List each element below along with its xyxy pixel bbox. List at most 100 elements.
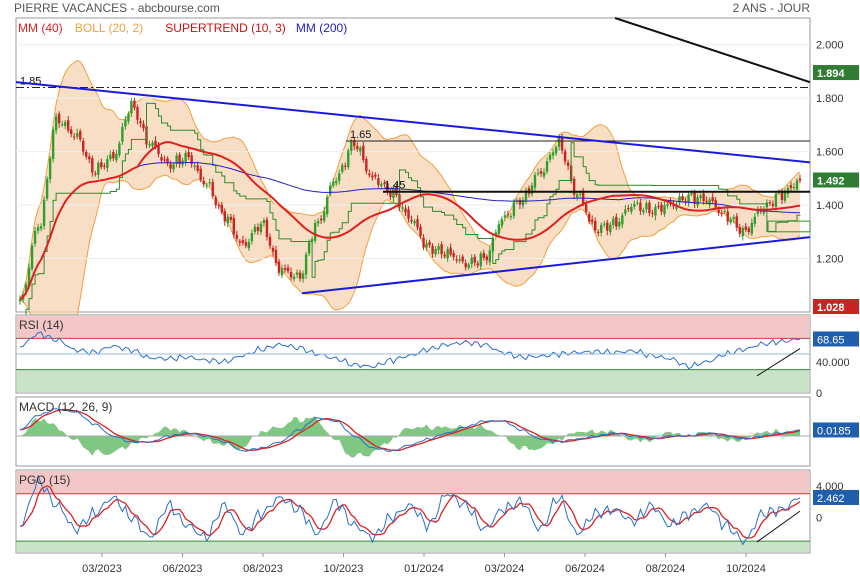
candle-body [663,205,666,215]
candle-body [139,121,142,124]
price-tick-label: 1.800 [816,93,844,105]
candle-body [509,216,513,218]
candle-body [328,185,332,195]
candle-body [244,242,248,246]
candle-body [723,211,726,213]
candle-body [404,208,407,213]
candle-body [518,199,522,205]
candle-body [783,192,787,201]
candle-body [600,224,603,233]
candle-body [292,276,296,280]
candle-body [24,284,28,292]
candle-body [365,158,368,172]
rsi-line [19,331,801,370]
candle-body [750,222,754,234]
price-tick-label: 1.600 [816,147,844,159]
macd-value-badge [813,422,859,438]
price-tick-label: 2.000 [816,40,844,52]
candle-body [618,221,621,227]
candle-body [717,209,720,213]
candle-body [666,204,669,206]
candle-body [268,236,272,246]
candle-body [612,218,615,226]
legend-entry-3: MM (200) [296,21,347,35]
legend-entry-2: SUPERTREND (10, 3) [165,21,285,35]
pgo-legend: PGO (15) [19,473,70,487]
candle-body [178,154,181,165]
candle-body [789,185,793,188]
candle-body [708,199,711,205]
candle-body [560,136,564,151]
mm200-line [19,162,800,300]
candle-body [18,299,22,302]
candle-body [693,192,696,204]
last-price-badge [813,172,859,188]
candle-body [51,129,55,160]
candle-body [124,119,127,127]
candle-body [94,173,97,175]
candle-body [705,200,708,202]
candle-body [681,196,684,201]
candle-body [79,131,82,140]
candle-body [142,123,145,129]
candle-body [609,224,612,233]
x-axis-label: 01/2024 [404,563,444,575]
candle-body [452,252,455,257]
candle-body [386,183,389,192]
candle-body [557,137,561,147]
supertrend-line [20,102,801,319]
candle-body [720,213,723,215]
candle-body [506,214,510,216]
candle-body [184,152,187,162]
pgo-line [19,474,801,546]
last-price-badge-text: 1.492 [817,176,845,188]
x-axis-label: 10/2024 [726,563,766,575]
candle-body [551,152,555,156]
x-axis-label: 06/2024 [565,563,605,575]
candle-body [488,250,492,263]
high-price-badge-text: 1.894 [817,68,845,80]
candle-body [464,263,467,268]
candle-body [578,193,582,195]
candle-body [410,219,413,222]
candle-body [696,197,699,206]
pgo-tick-label: 4.000 [816,481,844,493]
candle-body [85,151,88,157]
candle-body [277,261,281,273]
rsi-value-badge [813,331,859,347]
candle-body [220,204,223,213]
candle-body [217,205,220,207]
pgo-overbought-zone [17,471,809,494]
candle-body [332,181,335,186]
candle-body [295,272,299,275]
candle-body [163,159,166,161]
candle-body [563,151,567,162]
candle-body [630,207,633,212]
x-axis-label: 03/2024 [485,563,525,575]
pgo-value-badge-text: 2.462 [817,493,845,505]
candle-body [60,124,64,126]
chart-title: PIERRE VACANCES - abcbourse.com [14,1,220,15]
candle-body [572,178,576,195]
candle-body [283,268,287,270]
candle-body [133,100,136,108]
candle-body [344,165,347,167]
candle-body [322,211,326,221]
candle-body [39,226,43,229]
chart-period: 2 ANS - JOUR [732,1,810,15]
candle-body [211,182,214,197]
candle-body [338,173,341,181]
candle-body [482,252,485,259]
candle-body [36,227,40,231]
candle-body [253,226,257,232]
candle-body [732,217,735,219]
candle-body [756,209,760,214]
candle-body [118,143,121,155]
candle-body [566,162,570,166]
candle-body [795,180,799,190]
candle-body [545,161,549,172]
candle-body [76,133,79,137]
candle-body [103,165,106,167]
rsi-tick-label: 0 [816,388,822,400]
